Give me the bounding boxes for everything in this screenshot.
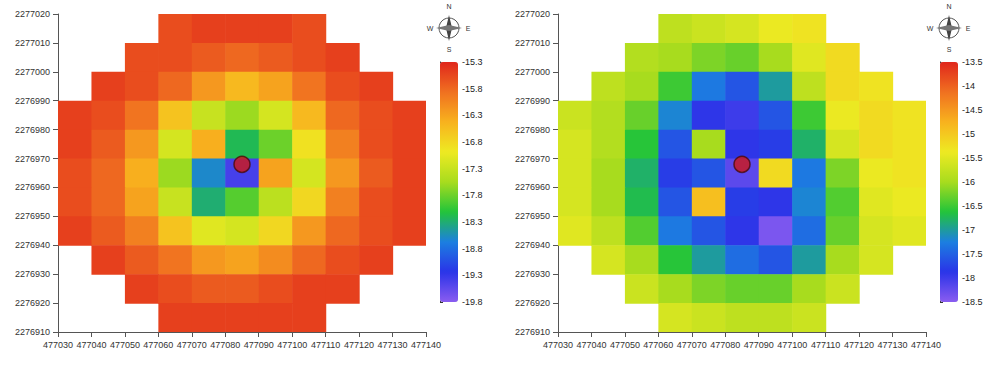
svg-text:2277020: 2277020 <box>15 9 50 19</box>
svg-text:-17.3: -17.3 <box>462 164 483 174</box>
svg-text:-15.5: -15.5 <box>962 153 983 163</box>
svg-text:-13.5: -13.5 <box>962 57 983 67</box>
svg-text:2276960: 2276960 <box>15 182 50 192</box>
svg-text:2276910: 2276910 <box>515 327 550 337</box>
svg-text:S: S <box>947 46 952 53</box>
svg-text:-19.8: -19.8 <box>462 297 483 307</box>
svg-text:E: E <box>466 25 471 32</box>
svg-text:477070: 477070 <box>177 340 207 350</box>
svg-text:E: E <box>966 25 971 32</box>
svg-text:477130: 477130 <box>378 340 408 350</box>
svg-text:-18: -18 <box>962 273 975 283</box>
svg-text:477030: 477030 <box>43 340 73 350</box>
svg-text:477060: 477060 <box>643 340 673 350</box>
svg-text:-16.8: -16.8 <box>462 137 483 147</box>
svg-text:477110: 477110 <box>311 340 340 350</box>
svg-text:2276930: 2276930 <box>15 269 50 279</box>
svg-text:S: S <box>447 46 452 53</box>
svg-text:2276990: 2276990 <box>15 96 50 106</box>
svg-text:-15.3: -15.3 <box>462 57 483 67</box>
svg-text:W: W <box>927 25 934 32</box>
svg-text:477120: 477120 <box>344 340 374 350</box>
svg-text:W: W <box>427 25 434 32</box>
svg-text:477110: 477110 <box>811 340 840 350</box>
svg-text:2276950: 2276950 <box>515 211 550 221</box>
svg-text:2277000: 2277000 <box>15 67 50 77</box>
svg-text:477060: 477060 <box>143 340 173 350</box>
svg-text:-19.3: -19.3 <box>462 270 483 280</box>
svg-text:-16.3: -16.3 <box>462 110 483 120</box>
svg-text:477040: 477040 <box>576 340 606 350</box>
svg-text:2276920: 2276920 <box>515 298 550 308</box>
svg-text:N: N <box>446 3 451 10</box>
svg-text:-15: -15 <box>962 129 975 139</box>
svg-text:2276990: 2276990 <box>515 96 550 106</box>
svg-text:-16.5: -16.5 <box>962 201 983 211</box>
svg-text:477100: 477100 <box>277 340 307 350</box>
svg-text:-17.8: -17.8 <box>462 190 483 200</box>
svg-text:-18.8: -18.8 <box>462 244 483 254</box>
svg-text:-16: -16 <box>962 177 975 187</box>
svg-text:2276930: 2276930 <box>515 269 550 279</box>
svg-text:2276950: 2276950 <box>15 211 50 221</box>
svg-text:-17.5: -17.5 <box>962 249 983 259</box>
svg-text:-15.8: -15.8 <box>462 84 483 94</box>
svg-text:477100: 477100 <box>777 340 807 350</box>
svg-text:477130: 477130 <box>878 340 908 350</box>
svg-text:2276970: 2276970 <box>515 154 550 164</box>
svg-text:2276940: 2276940 <box>15 240 50 250</box>
svg-text:2276980: 2276980 <box>15 125 50 135</box>
svg-text:477080: 477080 <box>210 340 240 350</box>
svg-text:2276960: 2276960 <box>515 182 550 192</box>
svg-text:2277020: 2277020 <box>515 9 550 19</box>
svg-text:-14: -14 <box>962 81 975 91</box>
svg-text:477120: 477120 <box>844 340 874 350</box>
svg-text:-18.5: -18.5 <box>962 297 983 307</box>
svg-text:477140: 477140 <box>911 340 941 350</box>
svg-text:477040: 477040 <box>76 340 106 350</box>
svg-text:-17: -17 <box>962 225 975 235</box>
svg-text:2276910: 2276910 <box>15 327 50 337</box>
svg-text:2277010: 2277010 <box>15 38 50 48</box>
svg-text:2276940: 2276940 <box>515 240 550 250</box>
svg-text:477070: 477070 <box>677 340 707 350</box>
svg-text:477140: 477140 <box>411 340 441 350</box>
svg-text:2277000: 2277000 <box>515 67 550 77</box>
svg-text:477030: 477030 <box>543 340 573 350</box>
svg-text:477090: 477090 <box>744 340 774 350</box>
svg-text:-18.3: -18.3 <box>462 217 483 227</box>
svg-text:477090: 477090 <box>244 340 274 350</box>
svg-text:477080: 477080 <box>710 340 740 350</box>
svg-text:2276970: 2276970 <box>15 154 50 164</box>
svg-text:N: N <box>946 3 951 10</box>
svg-text:-14.5: -14.5 <box>962 105 983 115</box>
svg-text:2277010: 2277010 <box>515 38 550 48</box>
svg-text:2276920: 2276920 <box>15 298 50 308</box>
svg-text:477050: 477050 <box>610 340 640 350</box>
svg-text:2276980: 2276980 <box>515 125 550 135</box>
svg-text:477050: 477050 <box>110 340 140 350</box>
